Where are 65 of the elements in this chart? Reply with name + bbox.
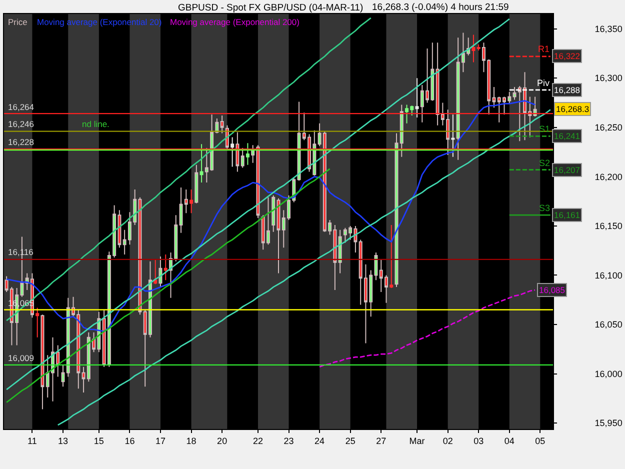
ref-line-label: 16,264 xyxy=(8,102,34,112)
y-tick-label: 16,100 xyxy=(594,270,622,280)
candlestick xyxy=(158,256,162,288)
x-tick-label: 27 xyxy=(376,436,386,446)
y-tick-label: 15,950 xyxy=(594,418,622,428)
series-label: S2 xyxy=(539,158,550,168)
series-label: R1 xyxy=(538,44,550,54)
y-tick-label: 16,250 xyxy=(594,122,622,133)
candlestick xyxy=(236,132,240,172)
x-tick-label: 22 xyxy=(252,436,263,446)
ref-line-label: 16,228 xyxy=(8,137,34,147)
candlestick xyxy=(415,78,419,118)
data-label: 16,322 xyxy=(554,51,580,61)
line-series xyxy=(6,168,331,404)
x-tick-label: 11 xyxy=(28,436,37,446)
x-tick-label: Mar xyxy=(409,436,425,446)
line-series xyxy=(6,100,536,332)
line-series xyxy=(318,289,536,368)
ref-line-label: 16,246 xyxy=(8,119,34,129)
text: 16,268.3 xyxy=(556,104,590,114)
x-tick-label: 05 xyxy=(535,436,546,446)
line-series xyxy=(6,18,510,390)
candlestick xyxy=(533,96,537,118)
x-tick-label: 23 xyxy=(284,436,294,446)
x-tick-label: 18 xyxy=(186,436,196,446)
data-label: 16,085 xyxy=(539,285,566,295)
y-tick-label: 16,000 xyxy=(594,368,622,379)
chart-title: GBPUSD - Spot FX GBP/USD (04-MAR-11) xyxy=(178,2,364,14)
data-label: 16,288 xyxy=(554,85,580,95)
x-tick-label: 03 xyxy=(474,436,484,446)
candlestick xyxy=(512,86,516,100)
line-series xyxy=(6,17,372,322)
y-tick-label: 16,050 xyxy=(594,320,622,330)
x-tick-label: 02 xyxy=(442,436,453,446)
annotation: nd line. xyxy=(82,119,110,129)
text: Moving average (Exponential 20) xyxy=(37,17,162,27)
chart-subtitle: 16,268.3 (-0.04%) 4 hours 21:59 xyxy=(372,2,509,13)
series-label: Piv xyxy=(537,78,550,88)
x-tick-label: 15 xyxy=(94,436,104,446)
candlestick xyxy=(194,164,198,204)
data-label: 16,207 xyxy=(554,165,580,175)
x-tick-label: 17 xyxy=(155,436,166,446)
y-tick-label: 16,350 xyxy=(594,24,622,34)
text: Price xyxy=(8,17,28,27)
candlestick xyxy=(220,115,224,134)
text: Moving average (Exponential 200) xyxy=(170,17,300,27)
x-tick-label: 24 xyxy=(314,436,325,446)
candlestick xyxy=(338,229,342,274)
data-label: 16,161 xyxy=(554,210,580,220)
x-tick-label: 04 xyxy=(504,436,514,446)
x-tick-label: 25 xyxy=(345,436,356,446)
x-tick-label: 13 xyxy=(58,436,68,446)
candlestick xyxy=(230,136,234,168)
data-label: 16,241 xyxy=(554,131,580,141)
y-tick-label: 16,200 xyxy=(594,172,622,182)
y-tick-label: 16,150 xyxy=(594,221,622,232)
series-label: S3 xyxy=(539,203,550,213)
ref-line-label: 16,009 xyxy=(8,353,34,363)
x-tick-label: 20 xyxy=(217,436,228,446)
x-tick-label: 16 xyxy=(124,436,135,446)
candlestick xyxy=(451,114,455,158)
y-tick-label: 16,300 xyxy=(594,73,622,84)
candlestick xyxy=(154,258,158,285)
candlestick xyxy=(164,254,168,281)
candlestick xyxy=(472,34,476,63)
